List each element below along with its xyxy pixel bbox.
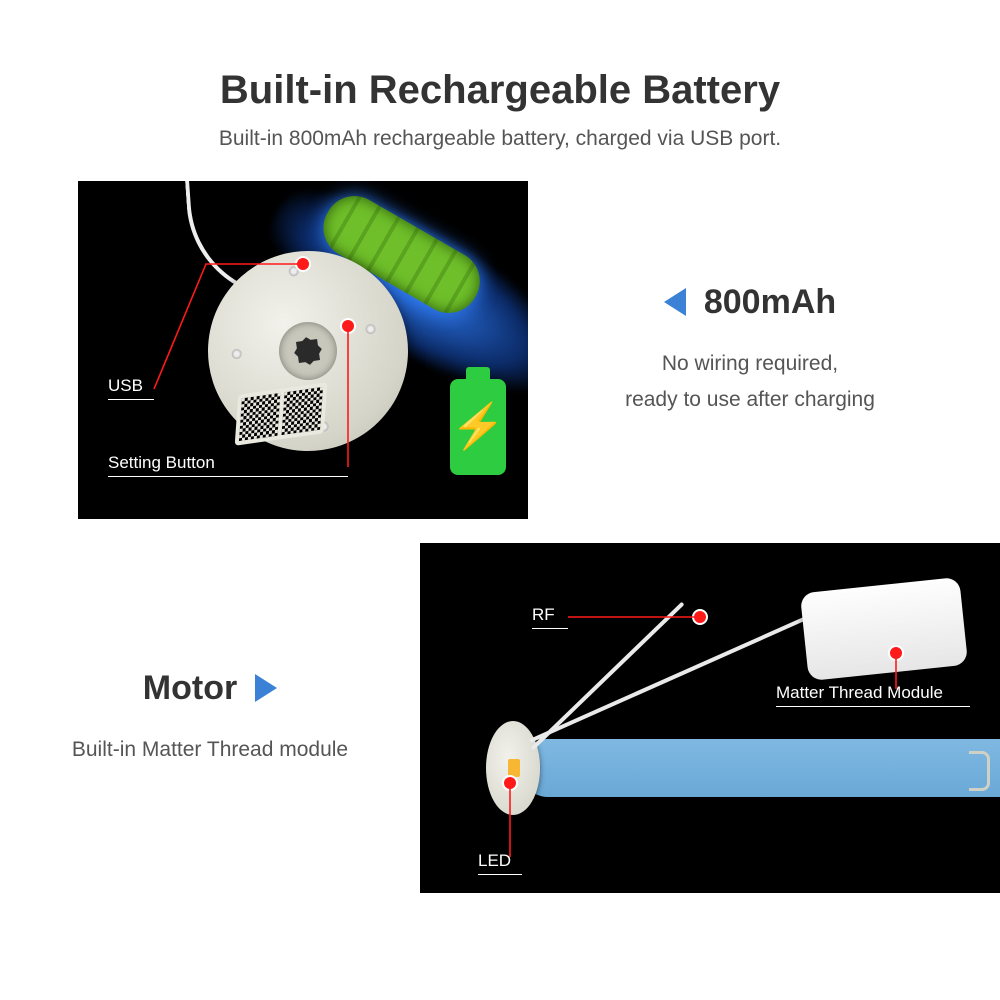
capacity-desc-line2: ready to use after charging: [578, 382, 922, 418]
screw-icon: [365, 323, 376, 334]
screw-icon: [231, 348, 242, 359]
capacity-desc-line1: No wiring required,: [578, 346, 922, 382]
motor-panel: RF Matter Thread Module LED: [420, 543, 1000, 893]
matter-thread-module: [800, 577, 968, 681]
battery-panel: ⚡ USB Setting Button: [78, 181, 528, 519]
page-subtitle: Built-in 800mAh rechargeable battery, ch…: [0, 127, 1000, 151]
page-title: Built-in Rechargeable Battery: [0, 0, 1000, 113]
motor-end-cap-small: [486, 721, 540, 815]
motor-text-block: Motor Built-in Matter Thread module: [40, 669, 420, 768]
triangle-left-icon: [664, 288, 686, 316]
motor-hub: [275, 318, 341, 384]
usb-label-underline: [108, 399, 154, 400]
motor-row: Motor Built-in Matter Thread module RF: [0, 543, 1000, 893]
screw-icon: [288, 266, 299, 277]
motor-desc: Built-in Matter Thread module: [40, 732, 380, 768]
lightning-icon: ⚡: [451, 405, 506, 449]
led-label-underline: [478, 874, 522, 875]
qr-code-icon: [281, 387, 323, 435]
motor-tube: [520, 739, 1000, 797]
led-label: LED: [478, 851, 511, 871]
setting-button-underline: [108, 476, 348, 477]
triangle-right-icon: [255, 674, 277, 702]
qr-code-icon: [239, 393, 281, 441]
rf-label: RF: [532, 605, 555, 625]
battery-row: ⚡ USB Setting Button 800mAh No wiring re…: [0, 181, 1000, 519]
motor-gear-icon: [292, 335, 324, 367]
setting-button-label: Setting Button: [108, 453, 215, 473]
rf-label-underline: [532, 628, 568, 629]
motor-title: Motor: [143, 669, 237, 708]
battery-text-block: 800mAh No wiring required, ready to use …: [528, 283, 922, 417]
battery-icon: ⚡: [450, 379, 506, 475]
matter-module-underline: [776, 706, 970, 707]
capacity-title: 800mAh: [704, 283, 836, 322]
usb-label: USB: [108, 376, 143, 396]
matter-module-label: Matter Thread Module: [776, 683, 943, 703]
antenna-wire: [529, 605, 832, 743]
